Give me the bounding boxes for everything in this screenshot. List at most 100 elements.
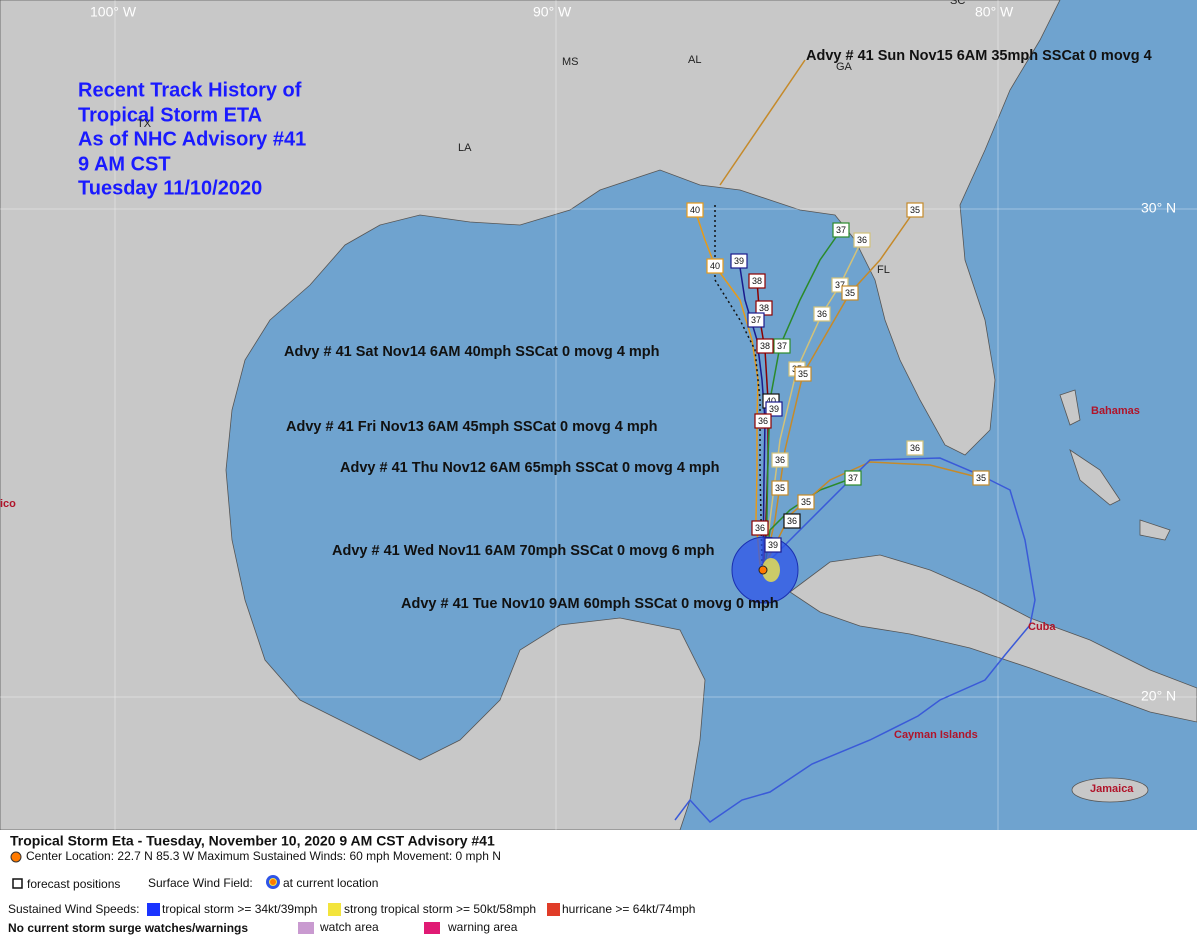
- grid-label: 20° N: [1141, 688, 1176, 704]
- track-label: 39: [734, 256, 744, 266]
- track-label: 36: [857, 235, 867, 245]
- advisory-label: Advy # 41 Tue Nov10 9AM 60mph SSCat 0 mo…: [401, 596, 779, 612]
- state-label: SC: [950, 0, 965, 7]
- place-label: Jamaica: [1090, 783, 1134, 795]
- legend-text: at current location: [283, 876, 378, 890]
- place-label: Bahamas: [1091, 405, 1140, 417]
- track-label: 35: [976, 473, 986, 483]
- track-label: 38: [760, 341, 770, 351]
- grid-label: 30° N: [1141, 200, 1176, 216]
- cuba: [789, 554, 1197, 723]
- track-label-box: [844, 470, 862, 486]
- track-label-box: [706, 258, 724, 274]
- advisory-label: Advy # 41 Sun Nov15 6AM 35mph SSCat 0 mo…: [806, 48, 1152, 64]
- track-label-box: [794, 366, 812, 382]
- state-label: FL: [877, 264, 890, 276]
- legend-text: forecast positions: [27, 877, 120, 891]
- warning-swatch: [424, 922, 440, 934]
- watch-swatch: [298, 922, 314, 934]
- track-label: 38: [759, 303, 769, 313]
- legend-text: strong tropical storm >= 50kt/58mph: [344, 902, 536, 916]
- legend-details: Center Location: 22.7 N 85.3 W Maximum S…: [26, 849, 501, 863]
- track-label: 36: [775, 455, 785, 465]
- track-label-box: [730, 253, 748, 269]
- track-label-box: [764, 537, 782, 553]
- sts-swatch: [328, 903, 341, 916]
- track-labels: 4040393838373736353735363738353540393636…: [686, 202, 990, 553]
- map-title: Recent Track History of: [78, 79, 302, 101]
- track-label: 38: [752, 276, 762, 286]
- track-label-box: [765, 401, 783, 417]
- hu-swatch: [547, 903, 560, 916]
- grid-label: 100° W: [90, 4, 137, 20]
- track-label-box: [754, 413, 772, 429]
- track-label-box: [841, 285, 859, 301]
- strong-wind-field: [762, 558, 780, 582]
- place-label: Cayman Islands: [894, 729, 978, 741]
- track-label: 39: [768, 540, 778, 550]
- advisory-label: Advy # 41 Thu Nov12 6AM 65mph SSCat 0 mo…: [340, 460, 720, 476]
- legend-text: hurricane >= 64kt/74mph: [562, 902, 695, 916]
- place-label: Cuba: [1028, 621, 1056, 633]
- center-icon: [10, 851, 22, 863]
- state-label: AL: [688, 54, 701, 66]
- track-label-box: [783, 513, 801, 529]
- map-title: Tropical Storm ETA: [78, 104, 262, 126]
- track-label: 40: [766, 396, 776, 406]
- track-label: 36: [758, 416, 768, 426]
- state-label: GA: [836, 61, 853, 73]
- legend-text: Surface Wind Field:: [148, 876, 253, 890]
- track-label-box: [906, 202, 924, 218]
- graticule: [0, 0, 1197, 830]
- legend-text: warning area: [447, 920, 518, 934]
- track-label: 36: [817, 309, 827, 319]
- ts-swatch: [147, 903, 160, 916]
- track-label: 40: [710, 261, 720, 271]
- jamaica: [1071, 777, 1149, 803]
- map-title: As of NHC Advisory #41: [78, 128, 306, 150]
- track-label-box: [747, 312, 765, 328]
- track-label: 35: [845, 288, 855, 298]
- track-label: 40: [690, 205, 700, 215]
- legend-text: tropical storm >= 34kt/39mph: [162, 902, 317, 916]
- legend-text: No current storm surge watches/warnings: [8, 921, 248, 935]
- track-label: 35: [775, 483, 785, 493]
- state-label: LA: [458, 142, 472, 154]
- place-label: ico: [0, 498, 16, 510]
- legend-text: watch area: [319, 920, 379, 934]
- track-label: 37: [848, 473, 858, 483]
- bahamas: [1059, 389, 1171, 541]
- storm-center: [758, 565, 768, 575]
- track-label-box: [832, 222, 850, 238]
- track-label: 35: [801, 497, 811, 507]
- advisory-label: Advy # 41 Sat Nov14 6AM 40mph SSCat 0 mo…: [284, 344, 660, 360]
- track-label: 37: [777, 341, 787, 351]
- track-label: 37: [751, 315, 761, 325]
- track-label: 35: [910, 205, 920, 215]
- track-label-box: [906, 440, 924, 456]
- track-label-box: [813, 306, 831, 322]
- track-label-box: [771, 480, 789, 496]
- title-block: Recent Track History of Tropical Storm E…: [78, 79, 306, 199]
- track-label-box: [756, 338, 774, 354]
- state-label: MS: [562, 56, 579, 68]
- track-label-box: [853, 232, 871, 248]
- grid-label: 80° W: [975, 4, 1014, 20]
- track-label: 36: [787, 516, 797, 526]
- state-label: TX: [137, 118, 152, 130]
- legend-heading: Tropical Storm Eta - Tuesday, November 1…: [10, 833, 495, 849]
- track-label-box: [797, 494, 815, 510]
- advisory-label: Advy # 41 Wed Nov11 6AM 70mph SSCat 0 mo…: [332, 543, 715, 559]
- map-title: 9 AM CST: [78, 153, 171, 175]
- track-label: 35: [798, 369, 808, 379]
- north-america-land: [0, 0, 1061, 831]
- advisory-label: Advy # 41 Fri Nov13 6AM 45mph SSCat 0 mo…: [286, 419, 657, 435]
- track-label-box: [972, 470, 990, 486]
- track-label-box: [771, 452, 789, 468]
- track-label: 39: [769, 404, 779, 414]
- wind-field-icon: [269, 878, 277, 886]
- legend-panel: [0, 830, 1197, 940]
- track-label-box: [773, 338, 791, 354]
- forecast-icon: [12, 878, 23, 889]
